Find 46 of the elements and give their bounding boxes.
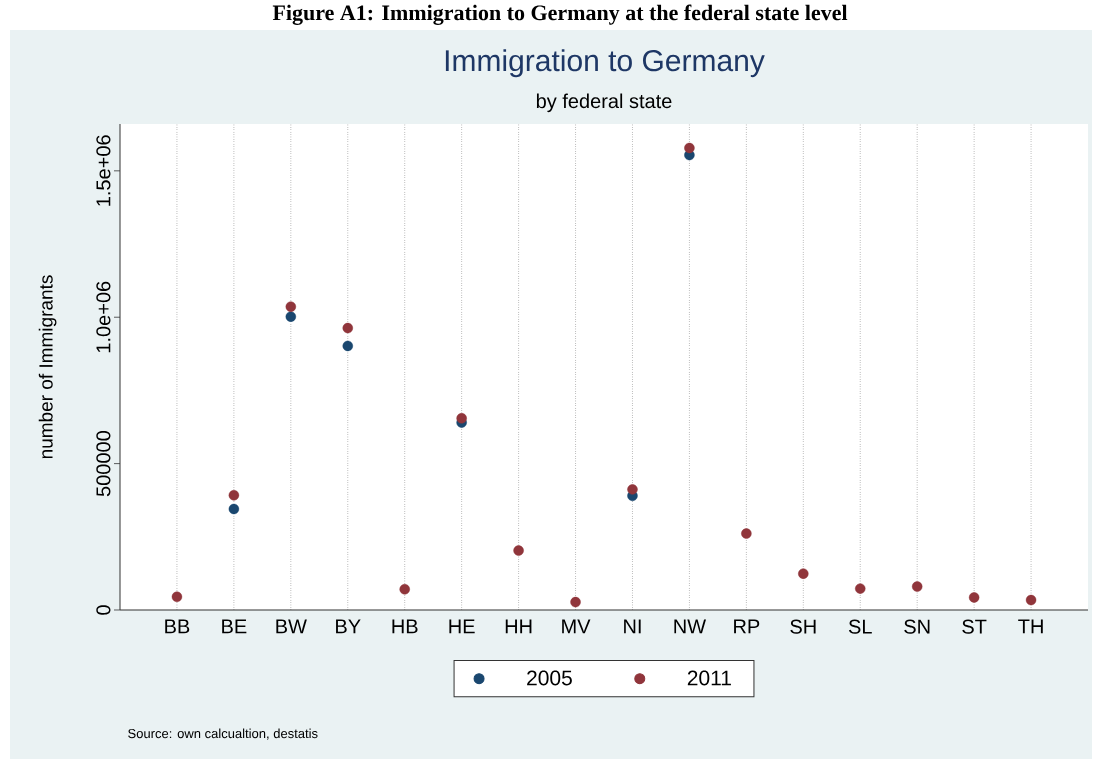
x-tick-label: NI xyxy=(624,619,641,634)
point xyxy=(684,142,695,154)
x-tick-label: HH xyxy=(505,619,532,634)
point xyxy=(855,583,866,594)
y-tick-label: 500000 xyxy=(96,431,111,497)
point xyxy=(285,311,297,322)
y-axis-title: number of Immigrants xyxy=(38,275,57,459)
x-tick-label: HB xyxy=(392,619,418,634)
point xyxy=(911,581,923,592)
point xyxy=(1025,594,1037,606)
y-tick-label: 1.0e+06 xyxy=(96,281,111,353)
x-tick-label: BY xyxy=(336,619,361,634)
point xyxy=(513,545,524,556)
x-tick-label: SN xyxy=(904,619,930,634)
legend-label: 2005 xyxy=(527,670,572,686)
caption: Figure A1: Immigration to Germany at the federal state level xyxy=(272,4,848,25)
x-tick-label: RP xyxy=(734,619,760,634)
point xyxy=(399,584,410,595)
x-tick-label: BW xyxy=(276,619,307,634)
point xyxy=(228,490,240,501)
x-tick-label: HE xyxy=(449,619,475,634)
x-tick-label: ST xyxy=(962,619,987,634)
x-tick-label: NW xyxy=(674,619,707,634)
legend-label: 2011 xyxy=(687,670,731,686)
x-tick-label: SH xyxy=(790,619,816,634)
y-tick-label: 1.5e+06 xyxy=(96,135,111,206)
x-tick-label: SL xyxy=(848,619,872,634)
point xyxy=(741,528,752,539)
x-tick-label: TH xyxy=(1018,619,1043,634)
point xyxy=(456,413,467,424)
point xyxy=(228,503,240,515)
source-note: Source: own calcualtion, destatis xyxy=(128,728,318,740)
x-tick-label: BE xyxy=(222,619,247,634)
point xyxy=(968,592,980,603)
x-tick-label: MV xyxy=(562,619,591,634)
point xyxy=(570,596,581,608)
point xyxy=(798,568,809,579)
point xyxy=(171,591,183,603)
point xyxy=(285,301,297,312)
point xyxy=(342,340,353,352)
x-tick-label: BB xyxy=(165,619,190,634)
point xyxy=(342,322,353,334)
point xyxy=(627,484,638,495)
chart-title: Immigration to Germany xyxy=(445,49,765,78)
chart-subtitle: by federal state xyxy=(536,93,672,113)
y-tick-label: 0 xyxy=(96,605,111,615)
